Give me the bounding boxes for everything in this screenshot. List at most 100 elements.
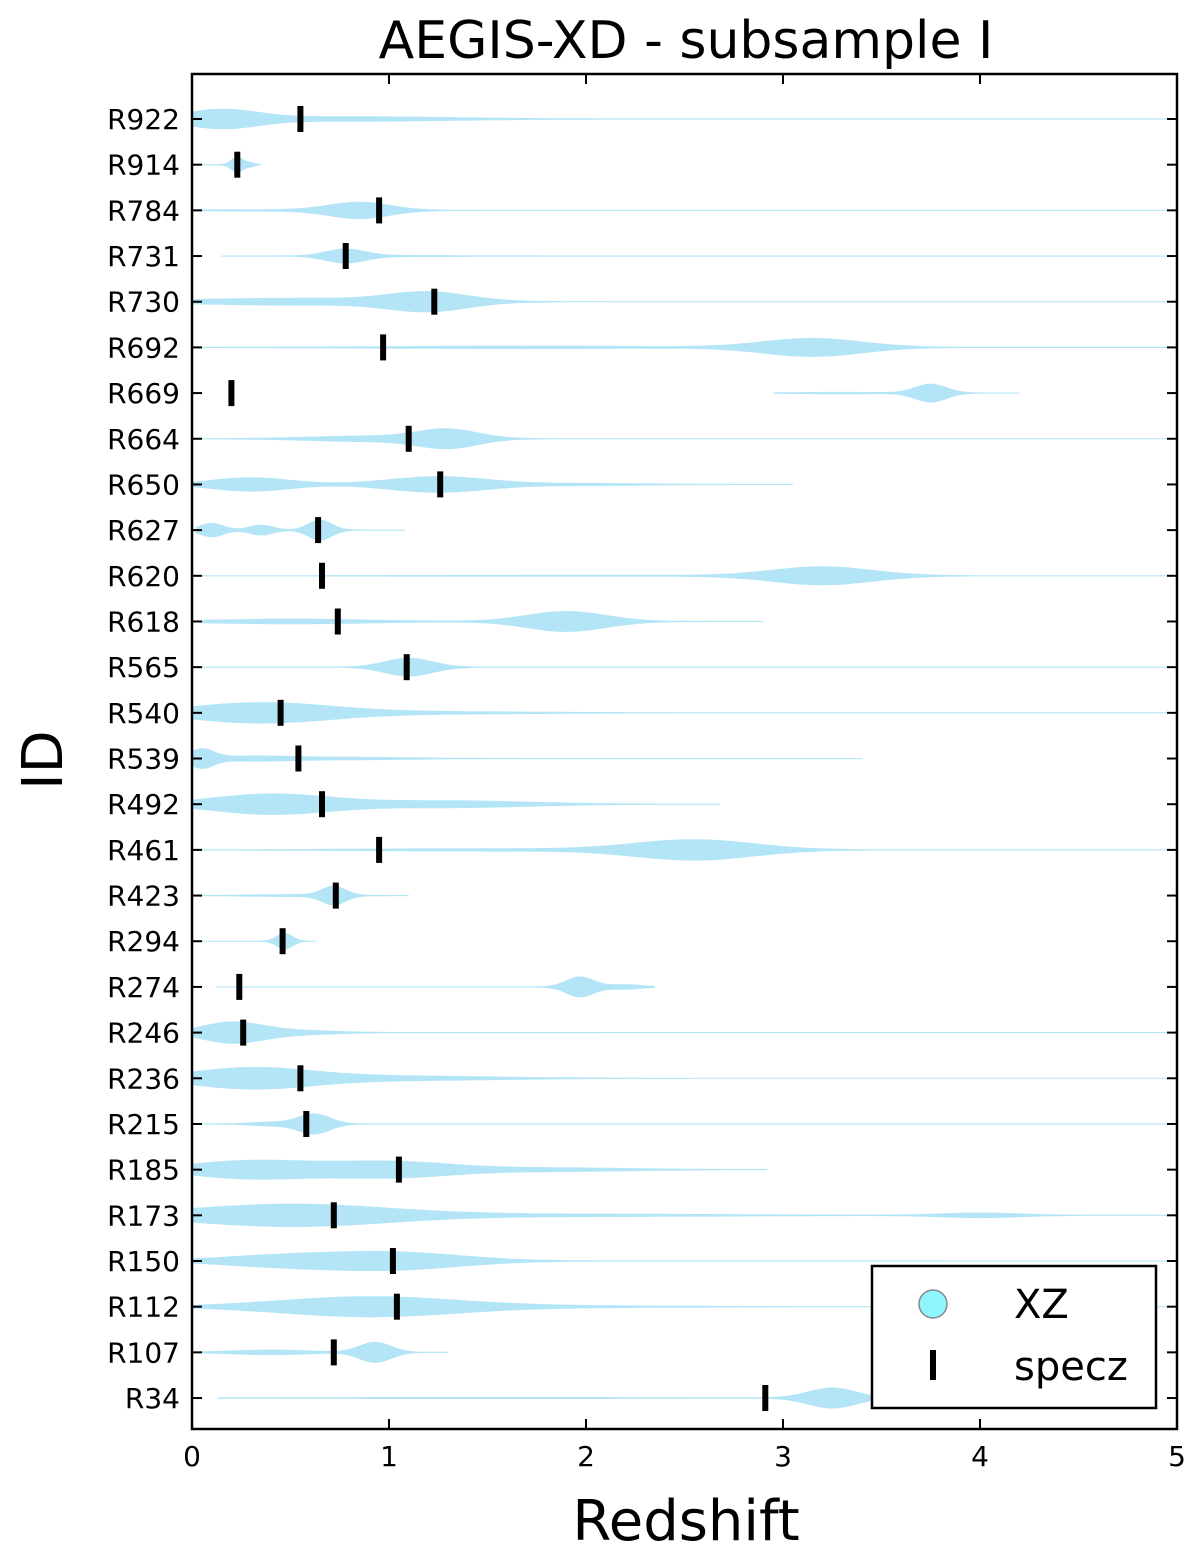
- y-tick-label-R914: R914: [107, 149, 180, 182]
- x-tick-label-1: 1: [380, 1440, 398, 1473]
- specz-marker-R173: [330, 1202, 337, 1229]
- y-axis-label: ID: [11, 730, 76, 790]
- y-tick-label-R461: R461: [107, 834, 180, 867]
- y-tick-label-R492: R492: [107, 788, 180, 821]
- specz-marker-R669: [228, 380, 235, 407]
- x-tick-label-0: 0: [183, 1440, 201, 1473]
- violin-R784: [201, 201, 1178, 220]
- y-tick-label-R922: R922: [107, 103, 180, 136]
- specz-marker-R150: [389, 1248, 396, 1274]
- y-tick-label-R112: R112: [107, 1291, 180, 1324]
- x-tick-label-3: 3: [774, 1440, 792, 1473]
- violin-R423: [201, 885, 409, 906]
- y-tick-label-R107: R107: [107, 1336, 180, 1369]
- violin-R692: [201, 337, 1178, 357]
- violin-R731: [221, 248, 1178, 264]
- specz-marker-R461: [376, 836, 383, 863]
- specz-marker-R423: [332, 882, 339, 909]
- violin-R461: [201, 839, 1178, 861]
- chart-title: AEGIS-XD - subsample I: [379, 11, 994, 71]
- legend: XZ specz: [870, 1264, 1158, 1410]
- y-tick-label-R650: R650: [107, 468, 180, 501]
- x-tick-label-5: 5: [1168, 1440, 1186, 1473]
- violin-R107: [201, 1341, 449, 1363]
- violin-R274: [215, 976, 655, 998]
- specz-marker-R784: [376, 197, 383, 224]
- y-tick-label-R185: R185: [107, 1154, 180, 1187]
- y-tick-label-R34: R34: [125, 1382, 180, 1415]
- x-tick-label-2: 2: [577, 1440, 595, 1473]
- violin-R246: [192, 1021, 1177, 1044]
- violin-R669: [773, 383, 1020, 403]
- y-tick-label-R246: R246: [107, 1017, 180, 1050]
- y-tick-label-R784: R784: [107, 194, 180, 227]
- specz-marker-R294: [279, 928, 286, 955]
- specz-marker-R274: [236, 973, 243, 1000]
- specz-marker-R565: [403, 654, 410, 681]
- legend-xz-label: XZ: [1014, 1282, 1069, 1328]
- y-tick-label-R627: R627: [107, 514, 180, 547]
- specz-marker-R618: [334, 608, 341, 635]
- y-tick-label-R423: R423: [107, 880, 180, 913]
- violin-R922: [192, 108, 1177, 130]
- y-tick-label-R173: R173: [107, 1199, 180, 1232]
- specz-marker-R492: [319, 791, 325, 818]
- specz-marker-R107: [330, 1339, 337, 1366]
- violin-R236: [192, 1067, 1177, 1090]
- specz-marker-R664: [405, 425, 412, 452]
- violin-R730: [192, 291, 1177, 313]
- specz-marker-R692: [380, 334, 387, 361]
- specz-marker-R215: [303, 1111, 310, 1137]
- specz-marker-R112: [393, 1293, 400, 1320]
- violin-R620: [201, 566, 1178, 586]
- x-tick-label-4: 4: [971, 1440, 989, 1473]
- specz-marker-R540: [277, 699, 284, 726]
- violin-R565: [201, 657, 1178, 677]
- violin-R664: [192, 428, 1177, 450]
- specz-marker-R620: [319, 562, 325, 589]
- violin-R34: [217, 1387, 882, 1409]
- y-tick-label-R150: R150: [107, 1245, 180, 1278]
- specz-marker-R34: [762, 1385, 769, 1411]
- specz-marker-R730: [431, 288, 438, 315]
- y-tick-label-R274: R274: [107, 971, 180, 1004]
- violin-R618: [201, 611, 764, 632]
- specz-marker-R650: [437, 471, 444, 498]
- y-tick-label-R215: R215: [107, 1108, 180, 1141]
- specz-markers-group: [228, 106, 769, 1411]
- specz-marker-R185: [395, 1156, 402, 1183]
- violin-R150: [192, 1250, 1177, 1272]
- legend-specz-marker: [930, 1350, 936, 1380]
- x-axis-label: Redshift: [572, 1489, 799, 1550]
- y-tick-label-R731: R731: [107, 240, 180, 273]
- y-tick-label-R620: R620: [107, 560, 180, 593]
- specz-marker-R627: [315, 517, 322, 544]
- specz-marker-R731: [342, 243, 349, 269]
- violin-R185: [192, 1159, 768, 1180]
- y-tick-label-R730: R730: [107, 286, 180, 319]
- y-tick-label-R618: R618: [107, 605, 180, 638]
- violin-R914: [201, 156, 261, 173]
- y-tick-label-R565: R565: [107, 651, 180, 684]
- violin-R173: [192, 1203, 1177, 1227]
- legend-specz-label: specz: [1014, 1344, 1128, 1390]
- violin-R650: [192, 476, 793, 493]
- y-tick-label-R540: R540: [107, 697, 180, 730]
- specz-marker-R539: [295, 745, 302, 772]
- legend-xz-marker: [918, 1289, 948, 1319]
- y-tick-label-R664: R664: [107, 423, 180, 456]
- y-tick-label-R294: R294: [107, 925, 180, 958]
- y-tick-label-R692: R692: [107, 331, 180, 364]
- legend-box: [870, 1264, 1158, 1410]
- y-tick-label-R539: R539: [107, 743, 180, 776]
- violin-R112: [192, 1296, 1177, 1318]
- violin-R294: [201, 933, 317, 950]
- specz-marker-R914: [234, 151, 241, 178]
- specz-marker-R246: [240, 1019, 247, 1046]
- ticks-group: R922 R914 R784 R731 R730 R692 R669 R664 R650 R627…: [107, 74, 1186, 1473]
- specz-marker-R922: [297, 106, 304, 132]
- violin-R215: [201, 1113, 1178, 1135]
- violin-R539: [192, 748, 862, 769]
- y-tick-label-R236: R236: [107, 1062, 180, 1095]
